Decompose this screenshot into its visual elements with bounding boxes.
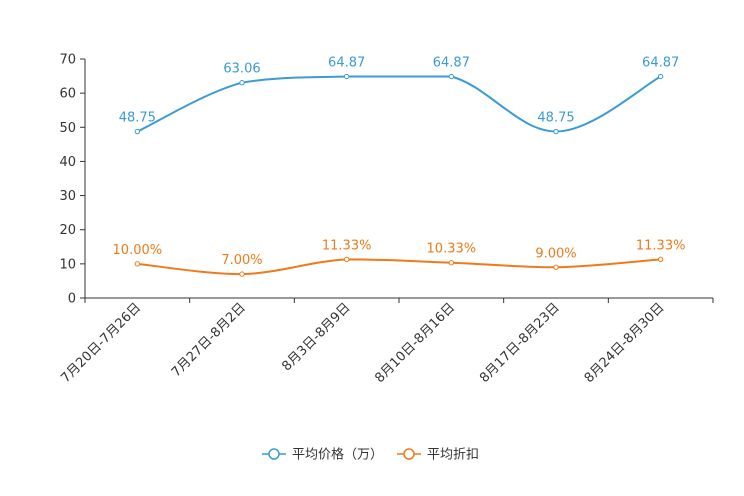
data-point[interactable]	[657, 73, 664, 80]
data-label: 10.33%	[427, 242, 477, 257]
axes: 0 10 20 30 40 50 60 70 7月20日-7月26日 7月27日-8月2日 8月3日…	[58, 53, 714, 386]
series-1: 10.00% 7.00% 11.33% 10.33% 9.00% 11.33%	[113, 238, 686, 277]
legend[interactable]: 平均价格（万） 平均折扣	[262, 447, 479, 463]
y-tick-label: 30	[59, 189, 76, 204]
legend-label: 平均折扣	[427, 448, 479, 463]
series-line	[136, 75, 662, 133]
legend-marker-icon	[403, 448, 415, 460]
y-tick-label: 40	[59, 155, 76, 170]
y-tick-label: 10	[59, 257, 76, 272]
data-point[interactable]	[553, 128, 559, 135]
data-point[interactable]	[134, 128, 141, 135]
data-label: 63.06	[223, 62, 260, 77]
data-point[interactable]	[239, 271, 245, 277]
legend-item-1[interactable]: 平均折扣	[397, 448, 479, 463]
data-label: 64.87	[328, 56, 365, 71]
y-tick-label: 60	[59, 87, 76, 102]
x-tick-label: 8月10日-8月16日	[372, 300, 458, 386]
data-point[interactable]	[239, 79, 245, 86]
data-label: 48.75	[119, 111, 156, 126]
data-label: 64.87	[433, 56, 470, 71]
x-tick-label: 8月3日-8月9日	[279, 300, 353, 374]
x-tick-label: 8月24日-8月30日	[582, 300, 668, 386]
data-point[interactable]	[657, 256, 664, 263]
y-tick-label: 0	[68, 292, 76, 307]
x-tick-label: 7月20日-7月26日	[58, 300, 144, 386]
legend-marker-icon	[268, 448, 280, 460]
data-point[interactable]	[134, 261, 141, 267]
data-label: 7.00%	[221, 253, 262, 268]
series-0: 48.75 63.06 64.87 64.87 48.75 64.87	[119, 56, 679, 135]
data-label: 11.33%	[322, 238, 372, 253]
data-point[interactable]	[343, 73, 350, 80]
data-label: 11.33%	[636, 238, 686, 253]
data-point[interactable]	[343, 256, 350, 263]
data-point[interactable]	[448, 260, 455, 266]
legend-item-0[interactable]: 平均价格（万）	[262, 447, 383, 463]
data-label: 64.87	[642, 56, 679, 71]
x-tick-label: 7月27日-8月2日	[169, 300, 249, 380]
data-label: 10.00%	[113, 243, 163, 258]
series-line	[137, 258, 661, 276]
data-label: 48.75	[537, 111, 574, 126]
y-tick-label: 70	[59, 53, 76, 68]
x-tick-label: 8月17日-8月23日	[477, 300, 563, 386]
data-point[interactable]	[448, 73, 455, 80]
legend-label: 平均价格（万）	[292, 447, 383, 463]
series-layer: 48.75 63.06 64.87 64.87 48.75 64.87 10.00% 7.00…	[113, 56, 686, 277]
data-point[interactable]	[553, 264, 559, 270]
data-label: 9.00%	[535, 246, 576, 261]
y-tick-label: 20	[59, 223, 76, 238]
y-tick-label: 50	[59, 121, 76, 136]
